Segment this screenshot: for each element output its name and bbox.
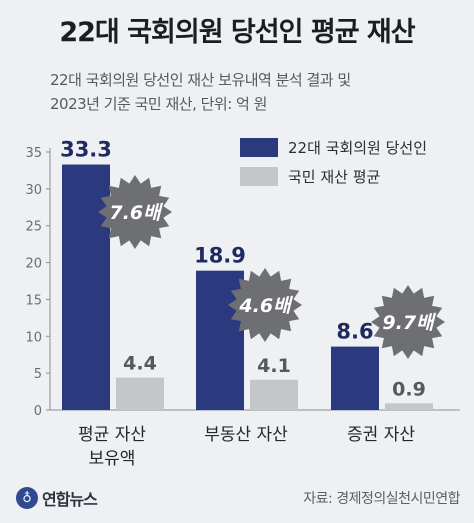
chart-subtitle: 22대 국회의원 당선인 재산 보유내역 분석 결과 및 2023년 기준 국민… (50, 68, 460, 116)
ratio-badge-label: 9.7배 (382, 312, 436, 334)
y-tick-label: 25 (25, 220, 42, 235)
legend-label: 22대 국회의원 당선인 (288, 139, 427, 157)
ratio-badge-label: 4.6배 (238, 295, 293, 317)
bars (62, 164, 433, 410)
bar-value-label: 8.6 (336, 320, 373, 344)
ratio-badge-label: 7.6배 (109, 202, 163, 224)
yonhap-logo-icon: ♁ (16, 487, 38, 509)
category-label: 증권 자산 (347, 425, 415, 445)
bar-value-label: 4.4 (123, 353, 157, 375)
bar-lawmakers (331, 346, 379, 410)
y-tick-label: 5 (34, 367, 42, 382)
category-label: 평균 자산 (78, 425, 146, 445)
bar-public (116, 377, 164, 410)
page-title: 22대 국회의원 당선인 평균 재산 (59, 17, 415, 48)
bar-value-label: 18.9 (194, 244, 246, 268)
publisher-name: 연합뉴스 (42, 490, 98, 509)
y-tick-label: 15 (25, 293, 42, 308)
y-tick-label: 0 (34, 404, 42, 419)
bar-value-label: 33.3 (60, 138, 112, 162)
legend-swatch (240, 138, 278, 157)
ratio-badge (228, 268, 302, 342)
bar-public (385, 403, 433, 410)
bar-public (250, 379, 298, 410)
category-label: 부동산 자산 (204, 425, 288, 445)
ratio-badge (98, 175, 172, 249)
source-credit: 자료: 경제정의실천시민연합 (303, 491, 460, 507)
category-label: 보유액 (89, 449, 136, 469)
ratio-badges: 7.6배 4.6배 9.7배 (98, 175, 445, 359)
subtitle-line-2: 2023년 기준 국민 재산, 단위: 억 원 (50, 95, 267, 113)
y-axis: 0 5 10 15 20 25 30 35 (25, 146, 460, 419)
bar-value-label: 4.1 (257, 355, 291, 377)
y-tick-label: 30 (25, 183, 42, 198)
y-tick-label: 20 (25, 257, 42, 272)
legend-label: 국민 재산 평균 (288, 168, 381, 186)
value-labels: 33.3 18.9 8.6 4.4 4.1 0.9 (60, 138, 426, 401)
publisher-logo: ♁ 연합뉴스 (16, 486, 98, 510)
bar-value-label: 0.9 (392, 378, 426, 400)
y-tick-label: 10 (25, 330, 42, 345)
ratio-badge (371, 285, 445, 359)
y-tick-label: 35 (25, 146, 42, 161)
bar-lawmakers (62, 164, 110, 410)
subtitle-line-1: 22대 국회의원 당선인 재산 보유내역 분석 결과 및 (50, 71, 351, 89)
legend-swatch (240, 167, 278, 186)
